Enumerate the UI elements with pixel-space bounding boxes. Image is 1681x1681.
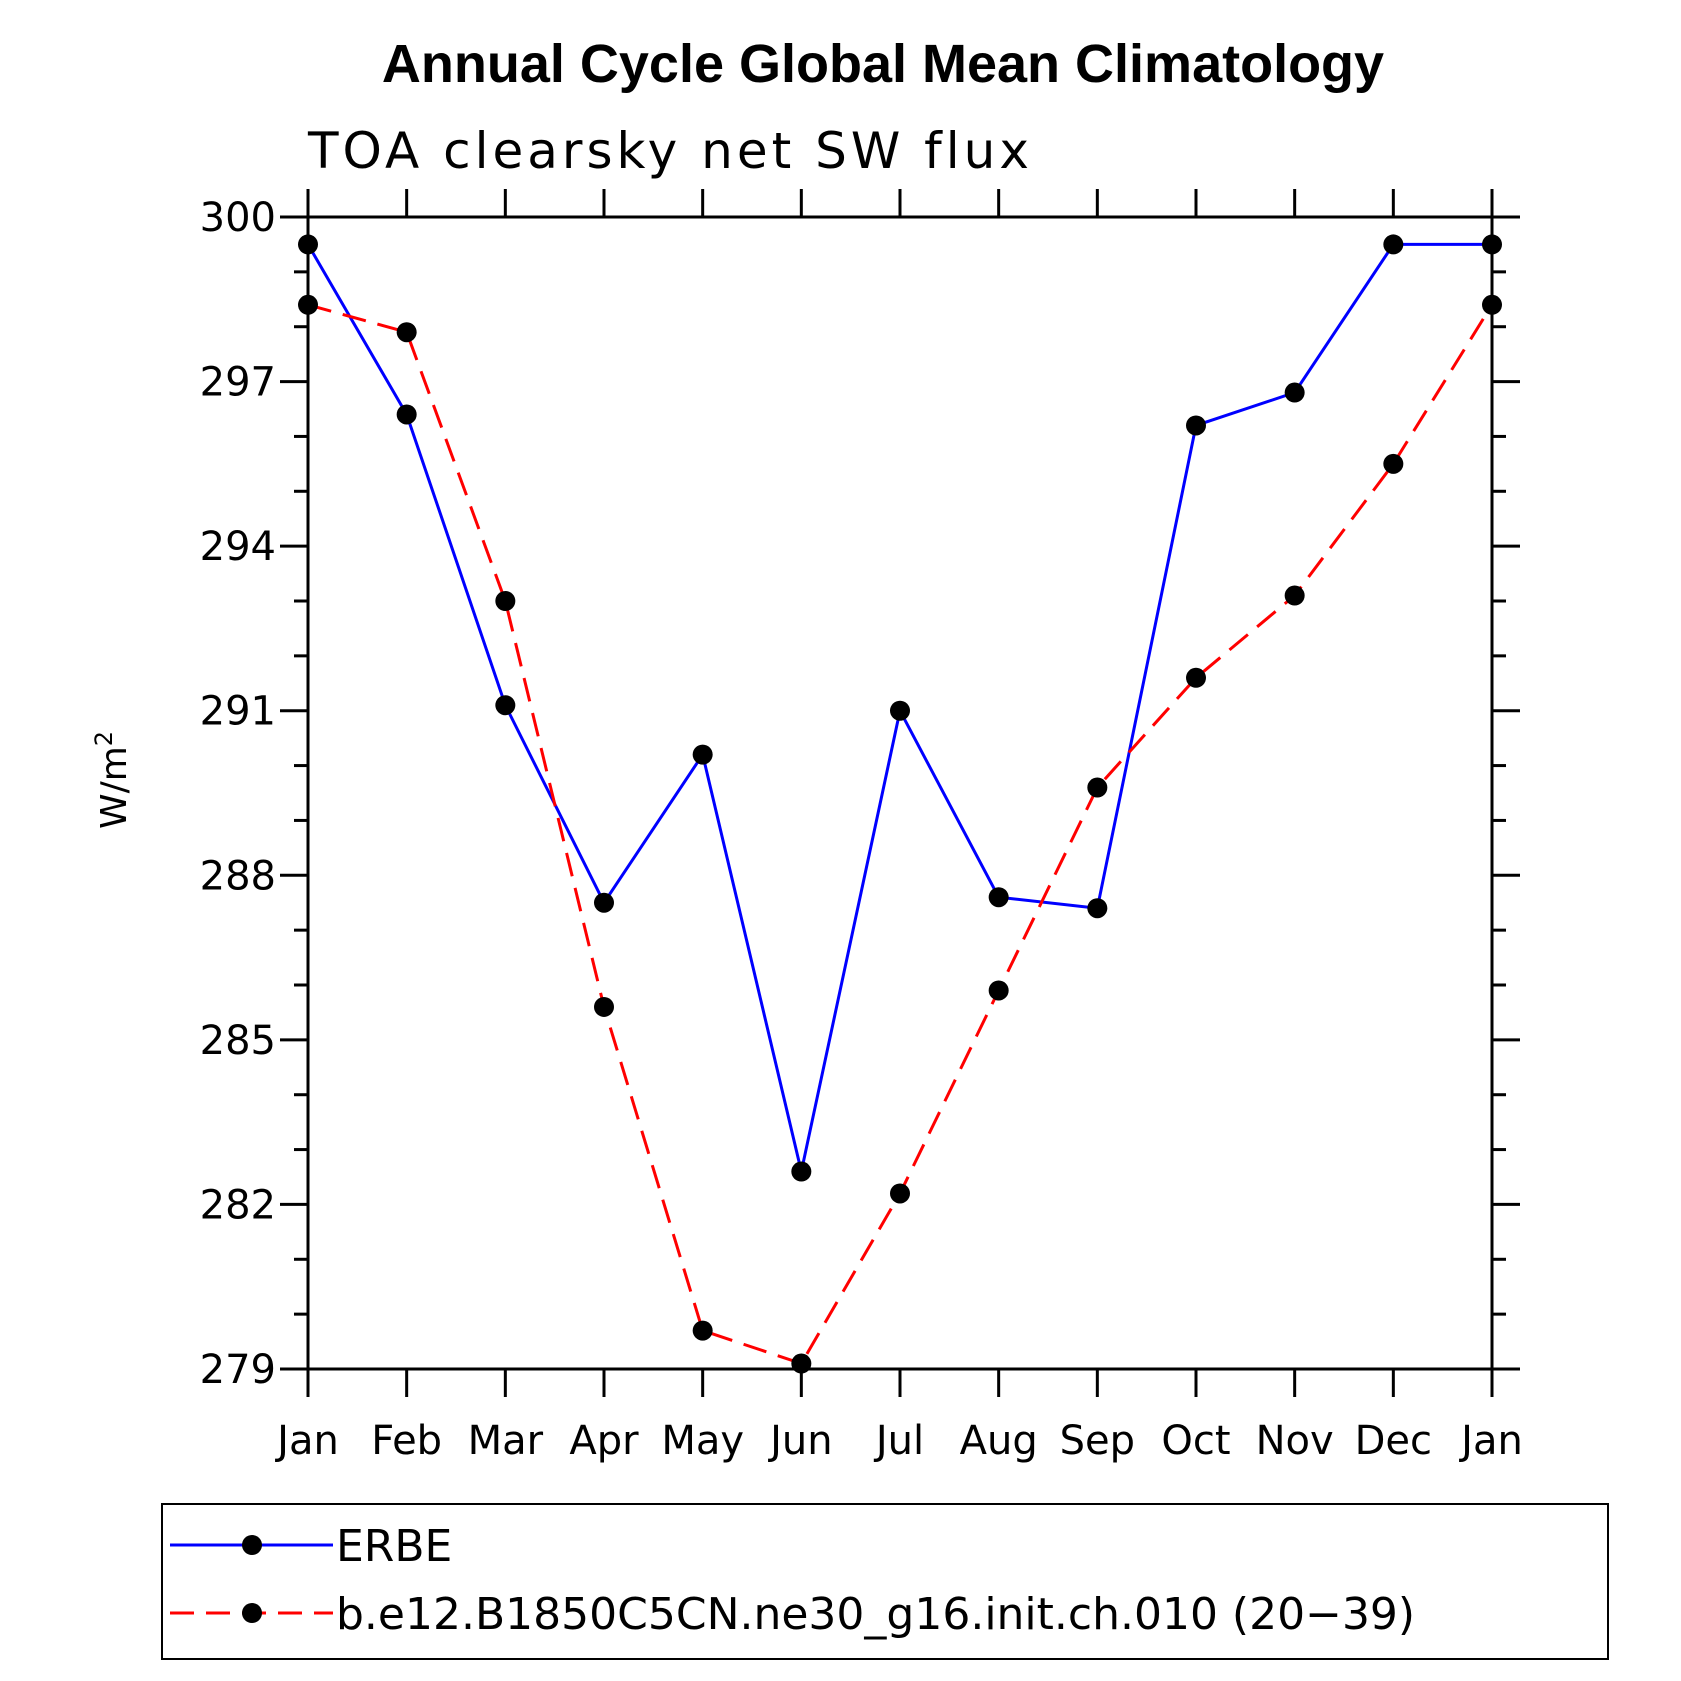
data-point bbox=[298, 234, 318, 255]
y-axis-label-text: W/m bbox=[94, 746, 135, 829]
data-point bbox=[1087, 777, 1108, 798]
svg-text:W/m2: W/m2 bbox=[90, 731, 135, 829]
x-tick-label: Oct bbox=[1161, 1418, 1230, 1464]
data-point bbox=[692, 744, 713, 765]
x-tick-label: Jan bbox=[274, 1418, 339, 1464]
data-point bbox=[495, 591, 516, 611]
data-point bbox=[396, 322, 417, 343]
data-point bbox=[594, 996, 614, 1017]
data-point bbox=[1482, 294, 1502, 315]
data-point bbox=[988, 980, 1009, 1001]
y-tick-label: 297 bbox=[200, 360, 276, 406]
y-axis-label-superscript: 2 bbox=[90, 731, 118, 746]
series-1 bbox=[298, 234, 1502, 1182]
chart-subtitle: TOA clearsky net SW flux bbox=[307, 122, 1033, 180]
x-tick-label: Jan bbox=[1458, 1418, 1523, 1464]
x-tick-label: Feb bbox=[371, 1418, 442, 1464]
x-tick-label: Nov bbox=[1256, 1418, 1334, 1464]
y-tick-label: 288 bbox=[200, 853, 276, 899]
data-point bbox=[1383, 453, 1404, 474]
data-point bbox=[988, 887, 1009, 908]
x-tick-label: May bbox=[661, 1418, 744, 1464]
data-point bbox=[594, 892, 614, 913]
y-axis-tick-labels: 279 282 285 288 291 294 297 300 bbox=[200, 195, 276, 1393]
legend-label: b.e12.B1850C5CN.ne30_g16.init.ch.010 (20… bbox=[336, 1589, 1415, 1640]
data-point bbox=[1087, 898, 1108, 919]
data-point bbox=[890, 1183, 910, 1204]
data-point bbox=[1482, 234, 1502, 255]
legend-items: ERBE b.e12.B1850C5CN.ne30_g16.init.ch.010… bbox=[170, 1521, 1415, 1640]
x-tick-label: Jul bbox=[873, 1418, 924, 1464]
data-point bbox=[1383, 234, 1404, 255]
x-tick-label: Aug bbox=[960, 1418, 1038, 1464]
y-tick-label: 291 bbox=[200, 689, 276, 735]
legend-entry-2: b.e12.B1850C5CN.ne30_g16.init.ch.010 (20… bbox=[170, 1589, 1415, 1640]
series-layer bbox=[298, 234, 1502, 1374]
axis-ticks bbox=[280, 189, 1520, 1397]
y-tick-label: 300 bbox=[200, 195, 276, 241]
data-point bbox=[396, 404, 417, 425]
legend bbox=[161, 1503, 1609, 1660]
data-point bbox=[1186, 667, 1206, 688]
data-point bbox=[692, 1320, 713, 1341]
data-point bbox=[298, 294, 318, 315]
data-point bbox=[890, 700, 910, 721]
legend-label: ERBE bbox=[336, 1521, 452, 1572]
y-tick-label: 279 bbox=[200, 1347, 276, 1393]
x-tick-label: Sep bbox=[1060, 1418, 1135, 1464]
y-tick-label: 285 bbox=[200, 1018, 276, 1064]
data-point bbox=[1284, 585, 1305, 606]
data-point bbox=[495, 695, 516, 716]
data-point bbox=[791, 1161, 812, 1182]
series-2 bbox=[298, 294, 1502, 1374]
y-tick-label: 294 bbox=[200, 524, 276, 570]
data-point bbox=[1186, 415, 1206, 436]
legend-marker bbox=[242, 1535, 262, 1555]
x-axis-tick-labels: Jan Feb Mar Apr May Jun Jul Aug Sep Oct Nov Dec Jan bbox=[274, 1418, 1523, 1464]
legend-marker bbox=[242, 1603, 262, 1623]
x-tick-label: Apr bbox=[569, 1418, 639, 1464]
chart-title: Annual Cycle Global Mean Climatology bbox=[382, 34, 1384, 94]
legend-entry-1: ERBE bbox=[170, 1521, 452, 1572]
data-point bbox=[1284, 382, 1305, 403]
data-point bbox=[791, 1353, 812, 1374]
y-tick-label: 282 bbox=[200, 1182, 276, 1228]
x-tick-label: Dec bbox=[1355, 1418, 1432, 1464]
x-tick-label: Jun bbox=[767, 1418, 833, 1464]
series-line bbox=[307, 303, 1494, 1366]
x-tick-label: Mar bbox=[468, 1418, 544, 1464]
y-axis-label: W/m2 bbox=[90, 731, 135, 829]
